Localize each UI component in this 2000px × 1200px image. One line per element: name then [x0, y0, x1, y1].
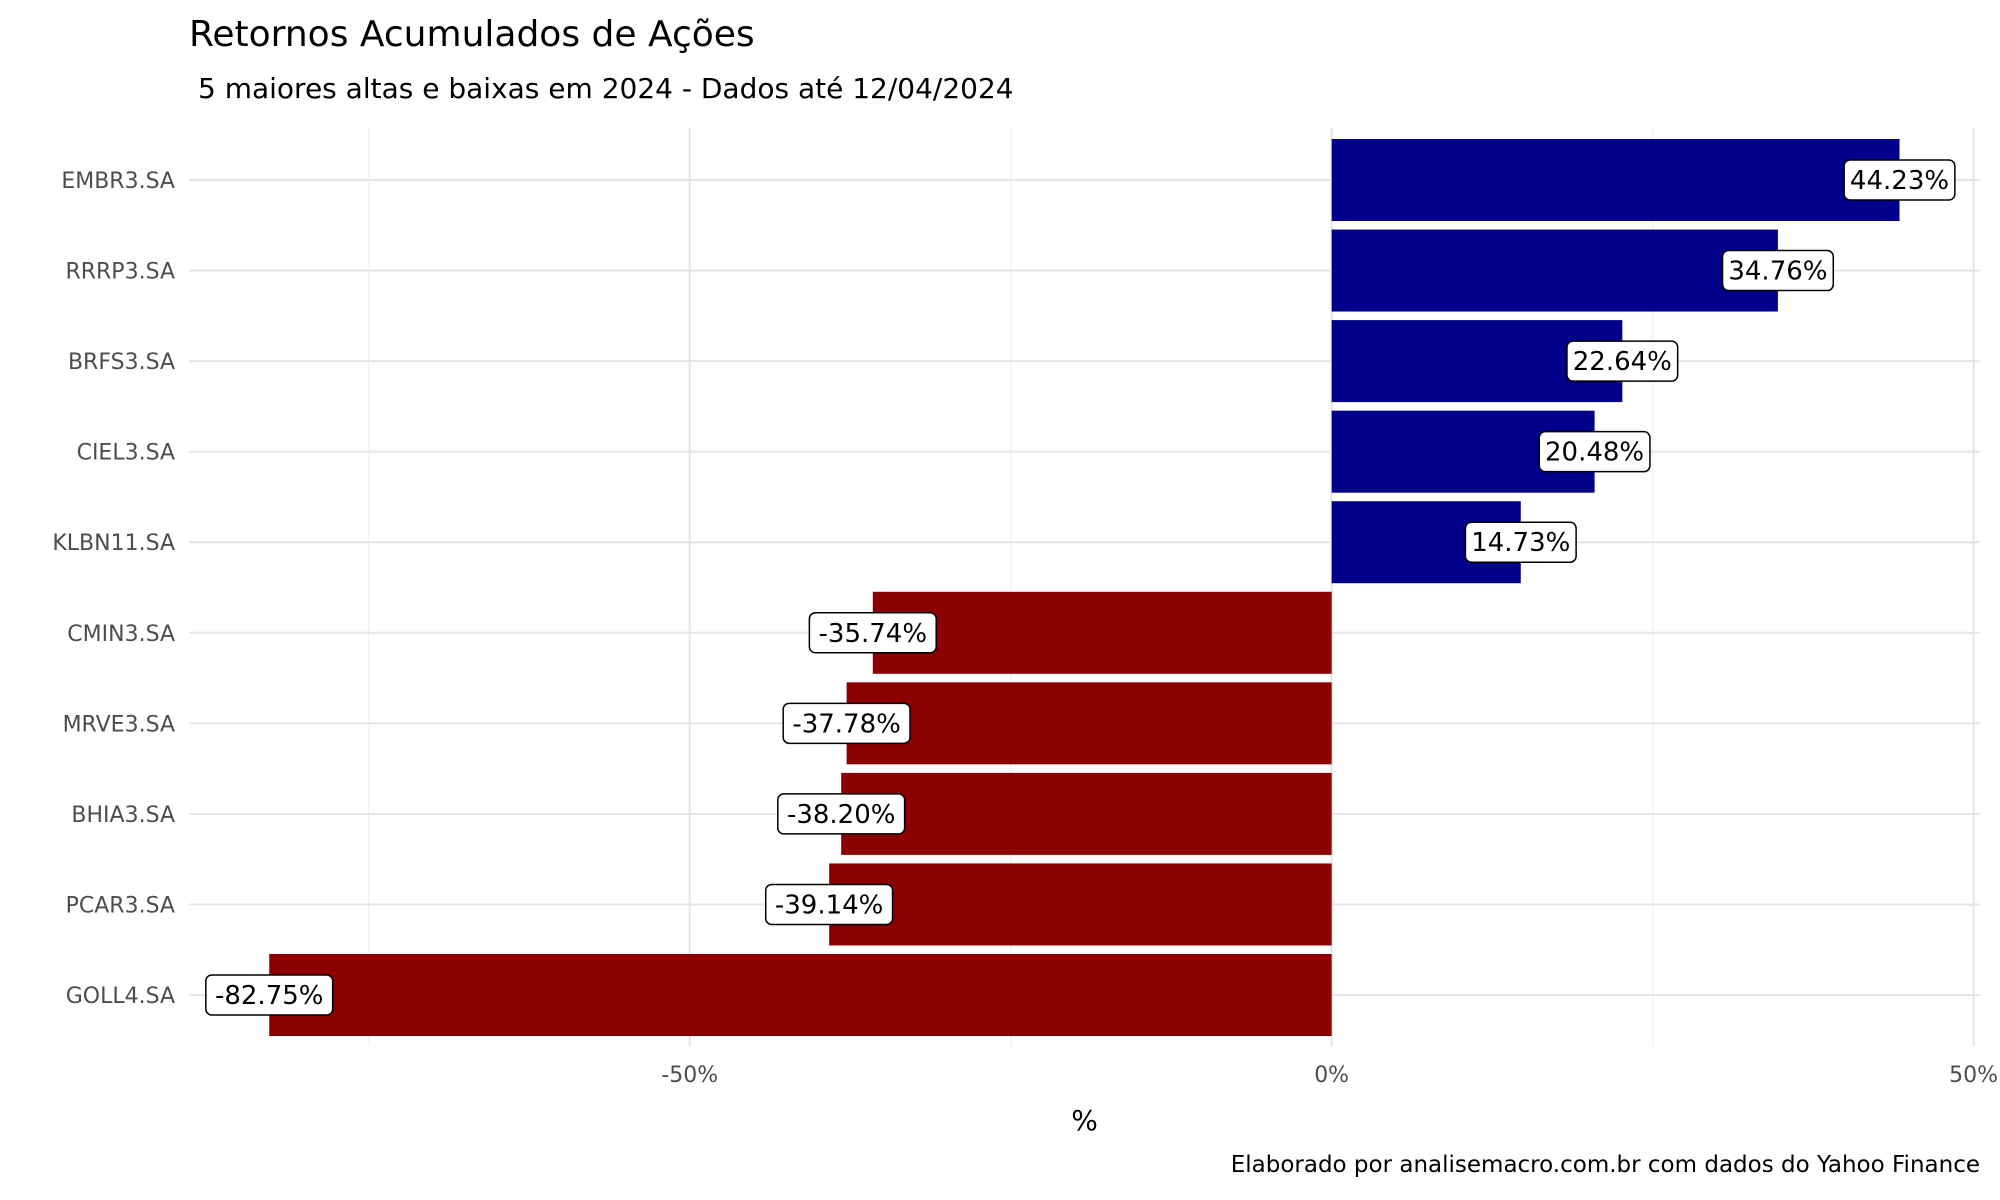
bar	[846, 682, 1332, 765]
chart-caption: Elaborado por analisemacro.com.br com da…	[1230, 1152, 1980, 1178]
bar	[269, 954, 1332, 1036]
bar	[1331, 229, 1778, 312]
data-label: -82.75%	[215, 981, 324, 1011]
y-tick-label: BRFS3.SA	[68, 350, 175, 375]
bar	[829, 863, 1332, 946]
data-label: 14.73%	[1471, 528, 1570, 558]
bar	[1331, 139, 1900, 221]
data-label-box	[764, 883, 894, 926]
y-tick-label: CIEL3.SA	[77, 441, 175, 466]
data-label: 20.48%	[1545, 438, 1644, 468]
bar	[841, 772, 1332, 855]
data-label-box	[205, 974, 334, 1016]
data-label-box	[1721, 249, 1835, 292]
x-tick-label: 50%	[1949, 1063, 1998, 1088]
data-label-box	[1538, 430, 1651, 473]
x-axis-title: %	[1071, 1104, 1098, 1137]
data-label-box	[1566, 340, 1679, 382]
y-tick-label: MRVE3.SA	[63, 712, 175, 737]
data-label: -38.20%	[787, 800, 896, 830]
chart-title: Retornos Acumulados de Ações	[189, 14, 755, 55]
bar	[872, 591, 1332, 674]
y-tick-label: PCAR3.SA	[66, 893, 175, 918]
data-label-box	[1843, 159, 1956, 201]
x-tick-label: 0%	[1314, 1063, 1349, 1088]
data-label-box	[777, 793, 906, 835]
data-label: -37.78%	[792, 709, 901, 739]
x-tick-label: -50%	[661, 1063, 718, 1088]
data-label-box	[1464, 521, 1577, 563]
data-label-box	[808, 612, 937, 654]
data-label: 44.23%	[1850, 166, 1949, 196]
y-tick-label: RRRP3.SA	[65, 260, 175, 285]
data-label-box	[782, 702, 911, 745]
y-tick-label: KLBN11.SA	[52, 531, 175, 556]
y-tick-label: EMBR3.SA	[61, 169, 175, 194]
data-label: -35.74%	[819, 619, 928, 649]
chart-subtitle: 5 maiores altas e baixas em 2024 - Dados…	[198, 72, 1014, 105]
data-label: 22.64%	[1573, 347, 1672, 377]
y-tick-label: CMIN3.SA	[67, 622, 175, 647]
y-tick-label: GOLL4.SA	[66, 984, 175, 1009]
y-tick-label: BHIA3.SA	[71, 803, 175, 828]
data-label: 34.76%	[1728, 257, 1827, 287]
data-label: -39.14%	[775, 890, 884, 920]
